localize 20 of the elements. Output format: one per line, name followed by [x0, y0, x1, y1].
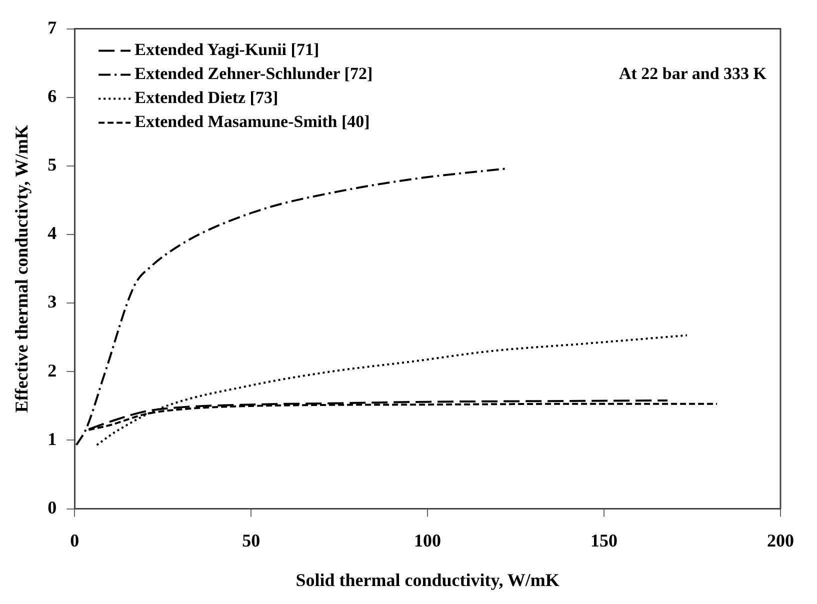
- legend-label: Extended Dietz [73]: [134, 88, 278, 108]
- x-tick-label: 200: [767, 530, 794, 550]
- legend-label: Extended Zehner-Schlunder [72]: [134, 64, 373, 84]
- y-tick-label: 2: [48, 360, 57, 380]
- x-tick-label: 100: [414, 530, 442, 550]
- x-axis-title: Solid thermal conductivity, W/mK: [296, 570, 560, 590]
- y-tick-label: 3: [48, 292, 57, 312]
- y-tick-label: 5: [48, 154, 57, 175]
- y-axis-title: Effective thermal conductivty, W/mK: [11, 124, 32, 413]
- y-tick-label: 7: [48, 17, 57, 38]
- legend-label: Extended Yagi-Kunii [71]: [134, 40, 320, 60]
- legend-label: Extended Masamune-Smith [40]: [134, 112, 370, 132]
- y-tick-label: 1: [48, 428, 57, 449]
- y-tick-label: 4: [48, 223, 57, 244]
- x-tick-label: 150: [590, 530, 618, 550]
- y-tick-label: 0: [48, 497, 57, 518]
- annotation: At 22 bar and 333 K: [618, 64, 768, 84]
- x-tick-label: 50: [242, 530, 260, 550]
- y-tick-label: 6: [48, 86, 57, 106]
- x-tick-label: 0: [70, 530, 80, 550]
